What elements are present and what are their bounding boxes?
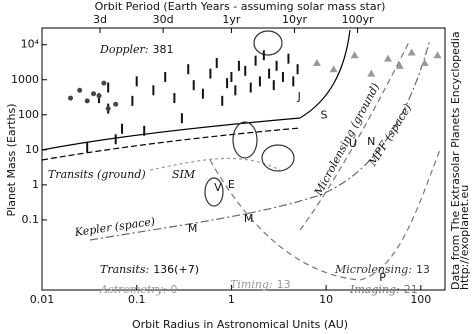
transit-planet [77,87,83,93]
method-name: Imaging: [349,283,400,296]
method-count: Doppler: 381 [99,43,174,56]
x-tick-label: 0.01 [30,293,55,306]
region-curves [41,29,441,281]
method-name: Microlensing: [334,263,412,276]
region-label: Kepler (space) [73,215,156,239]
y-tick-label: 10 [25,143,39,156]
x-tick-label: 10 [319,293,333,306]
credit-line: http://exoplanet.eu [458,185,471,290]
method-value: 0 [170,283,177,296]
top-tick-label: 10yr [282,13,308,26]
imaging-planet [433,51,442,59]
method-value: 136(+7) [153,263,199,276]
method-count: Transits: 136(+7) [100,263,199,276]
x-tick-label: 1 [228,293,235,306]
imaging-planet [420,59,429,67]
y-axis-title: Planet Mass (Earths) [5,104,18,217]
transit-planet [68,95,74,101]
method-value: 13 [277,278,291,291]
transit-planet [113,101,119,107]
method-count: Astrometry: 0 [99,283,177,296]
imaging-planet [395,61,404,69]
solar-planet: P [379,271,386,284]
credit: Data from The Extrasolar Planets Encyclo… [449,31,471,290]
solar-planet: M [188,222,198,235]
top-tick-label: 100yr [342,13,375,26]
imaging-planet [383,54,392,62]
y-tick-label: 10⁴ [21,38,40,51]
credit-line: Data from The Extrasolar Planets Encyclo… [449,31,462,290]
solar-planet: S [321,109,328,122]
transit-planet [105,106,111,112]
region-label: SIM [172,168,196,181]
method-count: Timing: 13 [230,278,291,291]
method-name: Astrometry: [99,283,166,296]
plot-frame [41,27,446,291]
method-name: Timing: [230,278,273,291]
imaging-planet [329,65,338,73]
x-tick-label: 0.1 [128,293,146,306]
transit-planet [84,98,90,104]
top-tick-label: 30d [153,13,174,26]
x-axis-title: Orbit Radius in Astronomical Units (AU) [132,318,348,331]
solar-planet: N [367,135,375,148]
method-value: 21 [404,283,418,296]
top-tick-label: 3d [93,13,107,26]
imaging-planet [407,48,416,56]
method-count: Microlensing: 13 [334,263,430,276]
transit-planet [101,80,107,86]
solar-planet: V [214,181,222,194]
method-name: Doppler: [99,43,149,56]
y-tick-label: 1000 [11,73,39,86]
solar-planet: J [297,90,301,103]
imaging-planet [367,69,376,77]
method-value: 13 [416,263,430,276]
y-tick-label: 0.1 [22,213,40,226]
y-tick-label: 1 [32,178,39,191]
transit-planet [91,91,97,97]
region-label: Transits (ground) [48,168,146,181]
top-tick-label: 1yr [222,13,241,26]
top-axis-title: Orbit Period (Earth Years - assuming sol… [95,0,386,13]
solar-planet: M [244,212,254,225]
imaging-planet [350,51,359,59]
y-tick-label: 100 [18,108,39,121]
transit-planet [96,93,102,99]
method-name: Transits: [100,263,149,276]
method-count: Imaging: 21 [349,283,418,296]
solar-planet: E [228,178,235,191]
method-value: 381 [153,43,174,56]
solar-planet: U [349,137,357,150]
imaging-planet [312,59,321,67]
x-tick-label: 100 [410,293,431,306]
